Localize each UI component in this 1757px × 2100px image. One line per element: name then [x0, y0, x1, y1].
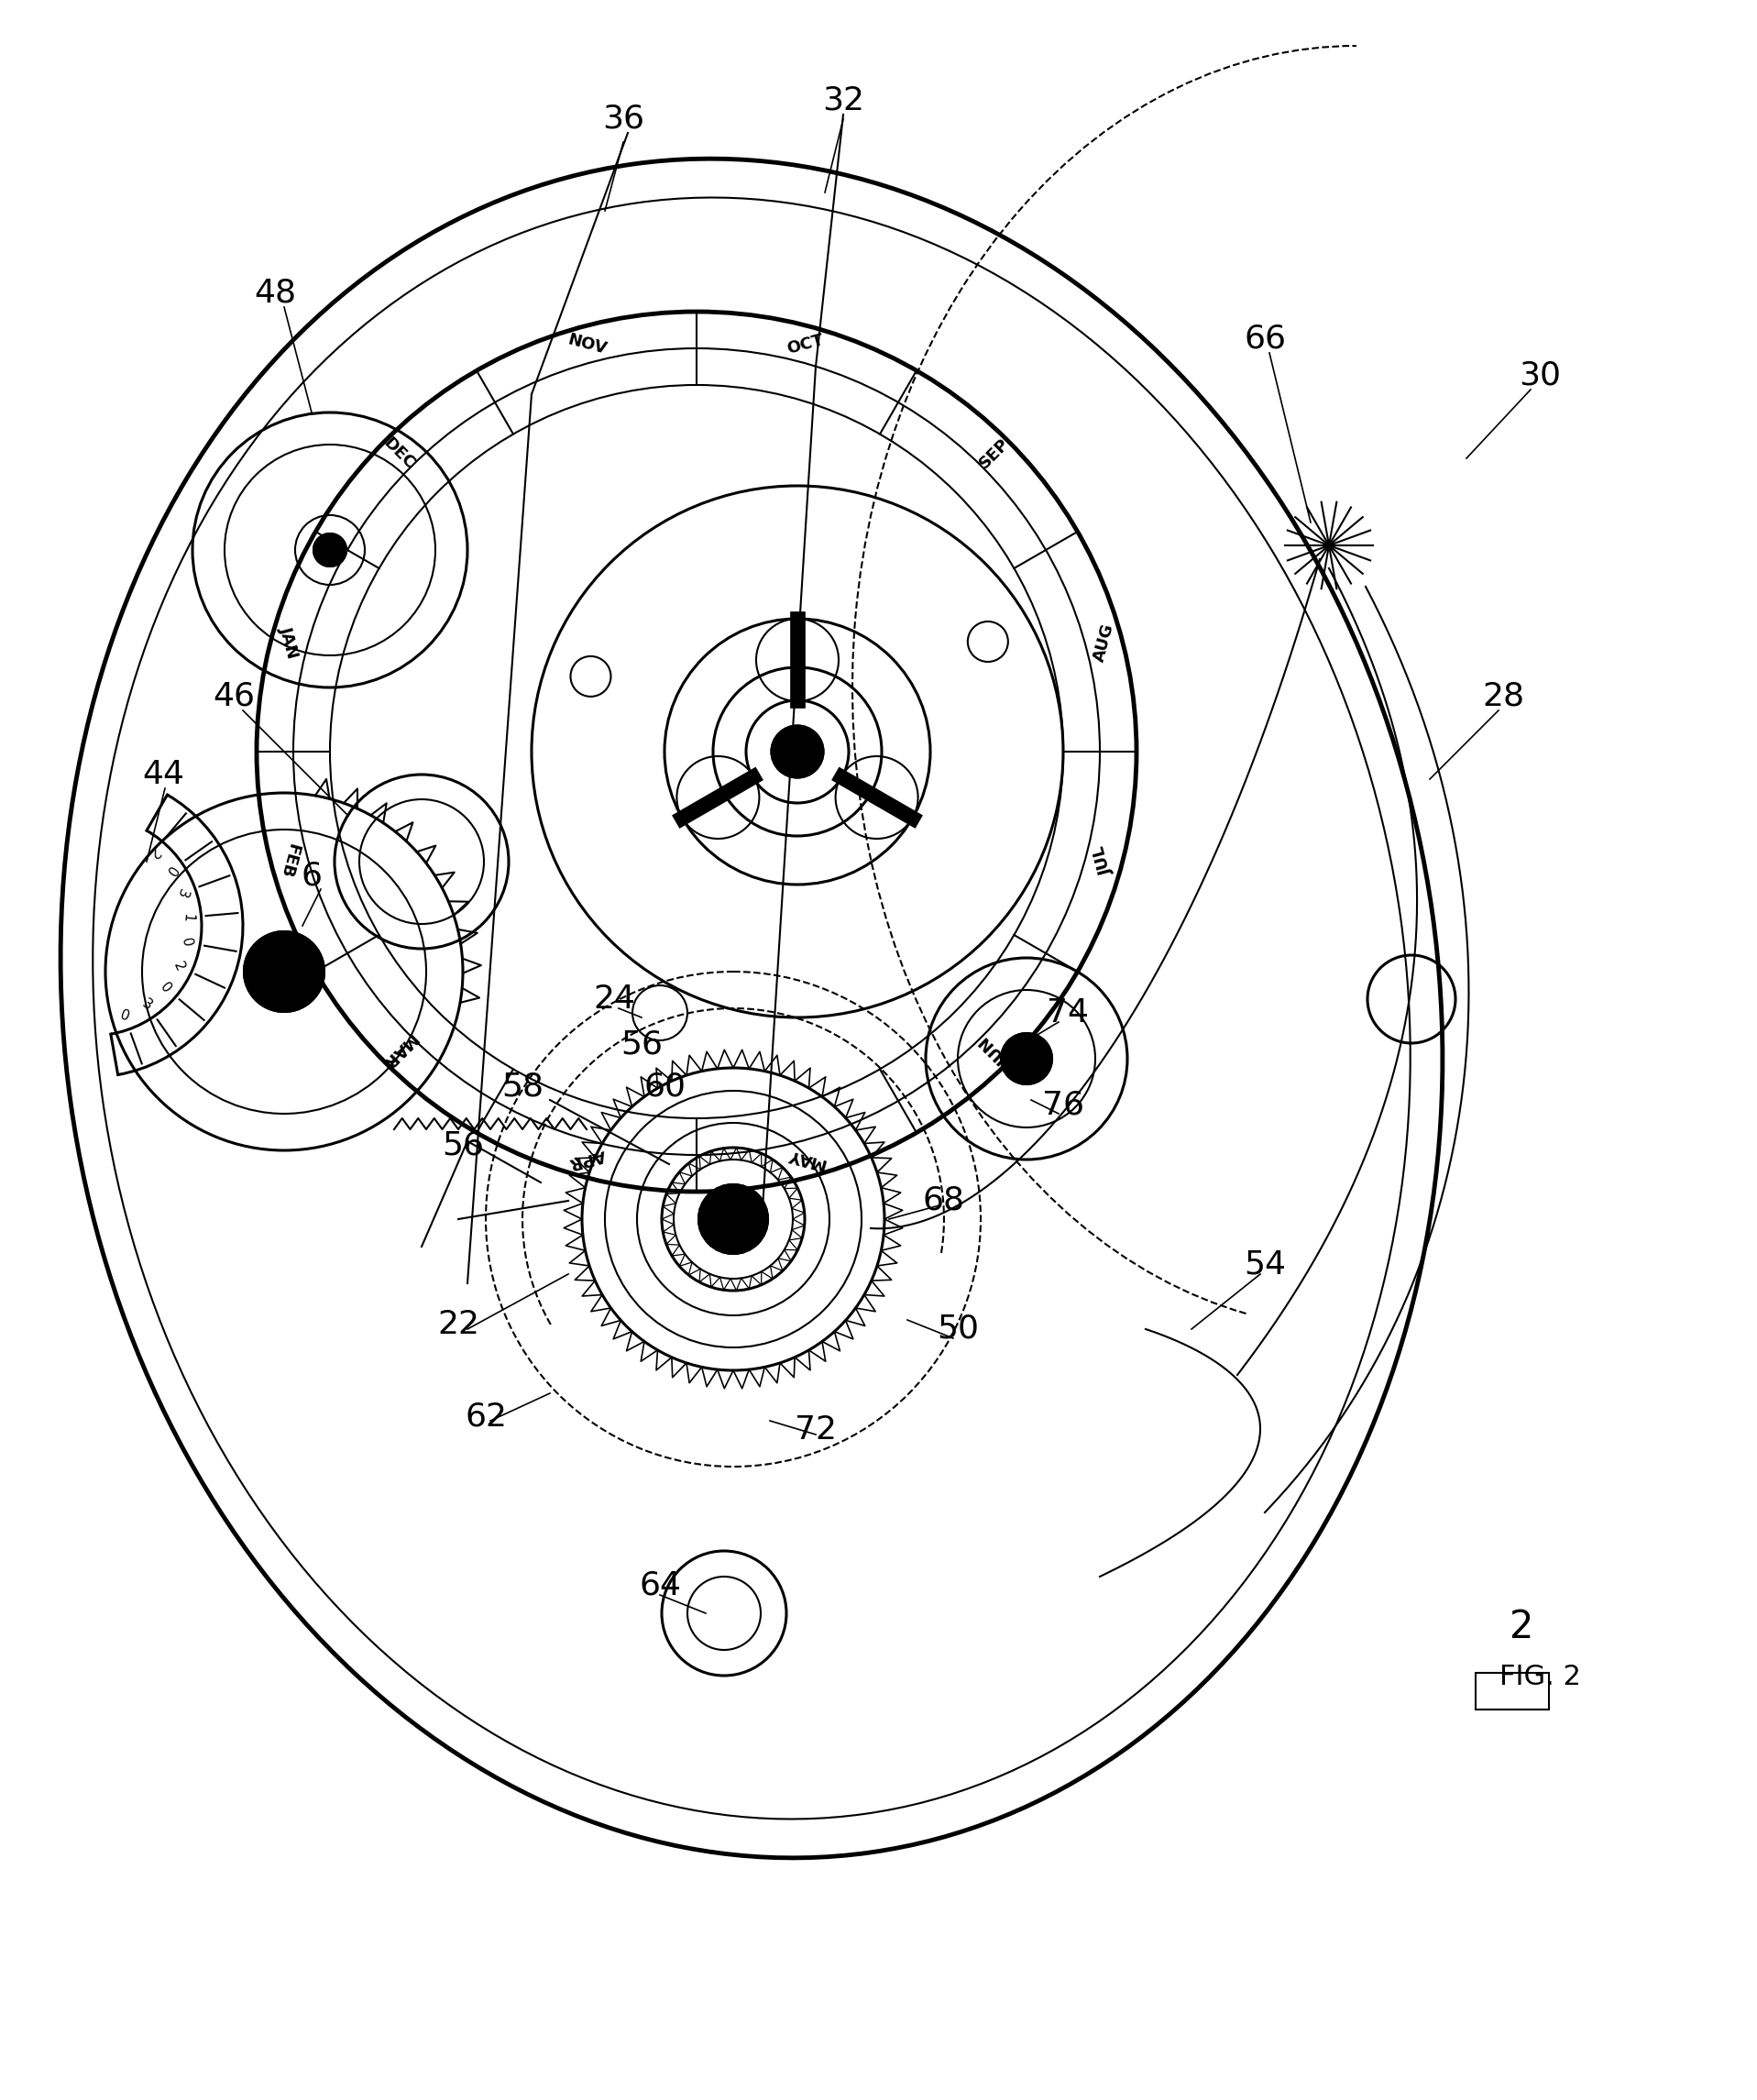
Text: 32: 32 [822, 86, 864, 115]
Text: 74: 74 [1047, 997, 1089, 1029]
Text: 46: 46 [213, 680, 255, 712]
Text: 50: 50 [936, 1312, 979, 1344]
Text: 1: 1 [181, 911, 195, 922]
Text: 0: 0 [179, 937, 193, 947]
Text: 72: 72 [794, 1415, 836, 1445]
Text: 30: 30 [1518, 361, 1560, 391]
Text: 58: 58 [501, 1071, 543, 1102]
Text: NOV: NOV [566, 332, 610, 357]
Text: 2: 2 [146, 844, 162, 861]
Text: 68: 68 [922, 1184, 965, 1216]
Text: 54: 54 [1244, 1250, 1286, 1281]
Text: JUN: JUN [977, 1033, 1012, 1067]
Text: OCT: OCT [785, 332, 826, 357]
Text: DEC: DEC [380, 435, 418, 472]
Text: 0: 0 [162, 863, 179, 878]
Circle shape [771, 727, 822, 777]
Text: JAN: JAN [278, 624, 302, 659]
Text: 48: 48 [253, 277, 297, 309]
Text: MAY: MAY [784, 1147, 828, 1172]
Text: 22: 22 [437, 1308, 480, 1340]
Circle shape [698, 1184, 768, 1254]
Text: 66: 66 [1244, 323, 1286, 355]
Text: FEB: FEB [278, 842, 302, 880]
Text: 6: 6 [300, 859, 322, 890]
Text: 36: 36 [603, 103, 645, 134]
Text: AUG: AUG [1091, 622, 1117, 664]
Circle shape [1001, 1033, 1052, 1084]
Text: 3: 3 [174, 886, 190, 899]
Text: FIG. 2: FIG. 2 [1499, 1663, 1581, 1690]
Text: JUL: JUL [1091, 844, 1116, 878]
Text: 28: 28 [1481, 680, 1525, 712]
Text: APR: APR [568, 1147, 608, 1172]
Text: 0: 0 [158, 981, 174, 995]
Text: 76: 76 [1042, 1090, 1084, 1119]
Text: 64: 64 [640, 1571, 682, 1602]
Text: 0: 0 [118, 1008, 132, 1025]
Bar [1476, 1674, 1550, 1709]
Text: 24: 24 [594, 983, 636, 1014]
Text: 56: 56 [441, 1130, 483, 1161]
Text: 56: 56 [620, 1029, 662, 1060]
Text: 3: 3 [139, 995, 155, 1012]
Text: 2: 2 [170, 960, 186, 974]
Text: MAR: MAR [378, 1029, 418, 1071]
Text: 60: 60 [643, 1071, 685, 1102]
Text: 44: 44 [142, 758, 184, 790]
Circle shape [313, 533, 346, 567]
Text: SEP: SEP [977, 435, 1014, 472]
Circle shape [244, 930, 325, 1012]
Text: 2: 2 [1509, 1609, 1534, 1646]
Text: 62: 62 [464, 1401, 506, 1432]
